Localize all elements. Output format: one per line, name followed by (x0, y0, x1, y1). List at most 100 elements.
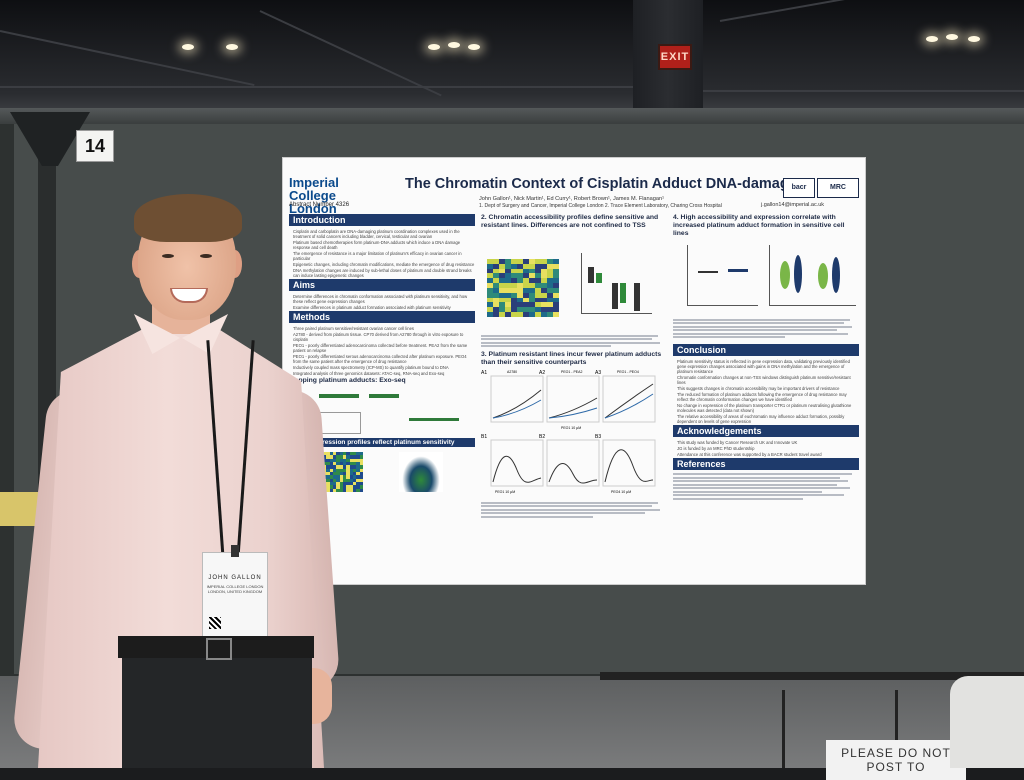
heatmap-cell (349, 478, 353, 482)
heatmap-cell (499, 263, 505, 269)
heatmap-cell (511, 297, 517, 303)
heatmap-cell (535, 278, 541, 284)
methods-bullet: PEO1 - poorly differentiated serous aden… (293, 354, 467, 364)
heatmap-cell (499, 297, 505, 303)
section-4-title: 4. High accessibility and expression cor… (673, 214, 845, 237)
heatmap-cell (342, 465, 347, 469)
heatmap-cell (487, 287, 493, 293)
mrc-logo: MRC (817, 178, 859, 198)
heatmap-cell (493, 302, 499, 308)
heatmap-cell (511, 268, 517, 274)
heatmap-cell (535, 283, 541, 288)
bacr-logo: bacr (783, 178, 815, 198)
heatmap-cell (359, 478, 363, 482)
hair (134, 194, 242, 242)
heatmap-cell (359, 452, 363, 456)
ack-bullet: JG is funded by an MRC PhD studentship (677, 446, 755, 451)
heatmap-cell (535, 312, 541, 317)
conclusion-bullet: Platinum sensitivity status is reflected… (677, 359, 850, 374)
heatmap-cell (553, 273, 559, 279)
heatmap-cell (487, 273, 493, 279)
ack-bullet: Attendance at this conference was suppor… (677, 452, 822, 457)
table-stand (782, 690, 898, 768)
heatmap-cell (511, 302, 517, 308)
heatmap-cell (339, 455, 343, 459)
heatmap-cell (336, 455, 340, 459)
ceiling-truss (700, 90, 1024, 92)
section-introduction: Introduction (289, 214, 475, 226)
heatmap-cell (349, 488, 353, 492)
section-acknowledgements: Acknowledgements (673, 425, 859, 437)
conclusion-bullet: This suggests changes in chromatin acces… (677, 386, 840, 391)
heatmap-cell (326, 481, 330, 486)
ceiling-truss (0, 30, 255, 87)
heatmap-cell (493, 259, 499, 264)
heatmap-cell (336, 461, 340, 466)
heatmap-cell (547, 302, 553, 308)
heatmap-cell (359, 488, 363, 492)
heatmap-cell (336, 468, 340, 472)
heatmap-cell (499, 307, 505, 313)
heatmap-cell (332, 458, 337, 462)
x-axis-label: PEO1 10 µM (561, 426, 582, 430)
heatmap-cell (511, 263, 517, 269)
badge-name: JOHN GALLON (208, 575, 262, 581)
heatmap-cell (329, 461, 333, 466)
poster-column-2: 2. Chromatin accessibility profiles defi… (481, 214, 667, 519)
heatmap-cell (356, 465, 360, 469)
heatmap-cell (329, 468, 333, 472)
heatmap-cell (356, 468, 360, 472)
heatmap-cell (523, 278, 529, 284)
heatmap-cell (336, 452, 340, 456)
panel-label: A3 (595, 370, 602, 376)
heatmap-cell (553, 263, 559, 269)
heatmap-cell (505, 283, 511, 288)
heatmap-cell (346, 481, 350, 486)
poster-title: The Chromatin Context of Cisplatin Adduc… (405, 176, 797, 192)
heatmap-cell (346, 478, 350, 482)
section-3-title: 3. Platinum resistant lines incur fewer … (481, 351, 662, 366)
heatmap-cell (505, 302, 511, 308)
adduct-line-charts (490, 375, 656, 487)
heatmap-cell (505, 263, 511, 269)
heatmap-cell (346, 461, 350, 466)
heatmap-cell (523, 312, 529, 317)
heatmap-cell (323, 458, 327, 462)
heatmap-cell (349, 458, 353, 462)
heatmap-cell (535, 263, 541, 269)
heatmap-cell (529, 312, 535, 317)
heatmap-cell (332, 465, 337, 469)
heatmap-cell (342, 475, 347, 479)
heatmap-cell (529, 283, 535, 288)
heatmap-cell (499, 287, 505, 293)
methods-bullet: Inductively coupled mass spectrometry (I… (293, 365, 449, 370)
heatmap-cell (541, 312, 547, 317)
heatmap-cell (349, 455, 353, 459)
figure-2-caption (481, 334, 667, 347)
heatmap-cell (493, 287, 499, 293)
heatmap-cell (523, 283, 529, 288)
heatmap-cell (547, 292, 553, 298)
heatmap-cell (511, 312, 517, 317)
trousers (122, 656, 312, 768)
heatmap-cell (499, 283, 505, 288)
heatmap-cell (493, 297, 499, 303)
heatmap-cell (517, 302, 523, 308)
heatmap-cell (342, 458, 347, 462)
heatmap-cell (346, 458, 350, 462)
heatmap-cell (326, 468, 330, 472)
belt (118, 636, 314, 658)
heatmap-cell (493, 273, 499, 279)
heatmap-cell (493, 263, 499, 269)
heatmap-cell (359, 455, 363, 459)
methods-bullet: Integrated analysis of three genomics da… (293, 371, 445, 376)
heatmap-cell (352, 461, 357, 466)
heatmap-cell (359, 481, 363, 486)
heatmap-cell (523, 302, 529, 308)
heatmap-cell (487, 312, 493, 317)
heatmap-cell (523, 287, 529, 293)
heatmap-cell (326, 455, 330, 459)
heatmap-cell (541, 283, 547, 288)
heatmap-cell (517, 268, 523, 274)
section-4-figure (673, 241, 859, 317)
